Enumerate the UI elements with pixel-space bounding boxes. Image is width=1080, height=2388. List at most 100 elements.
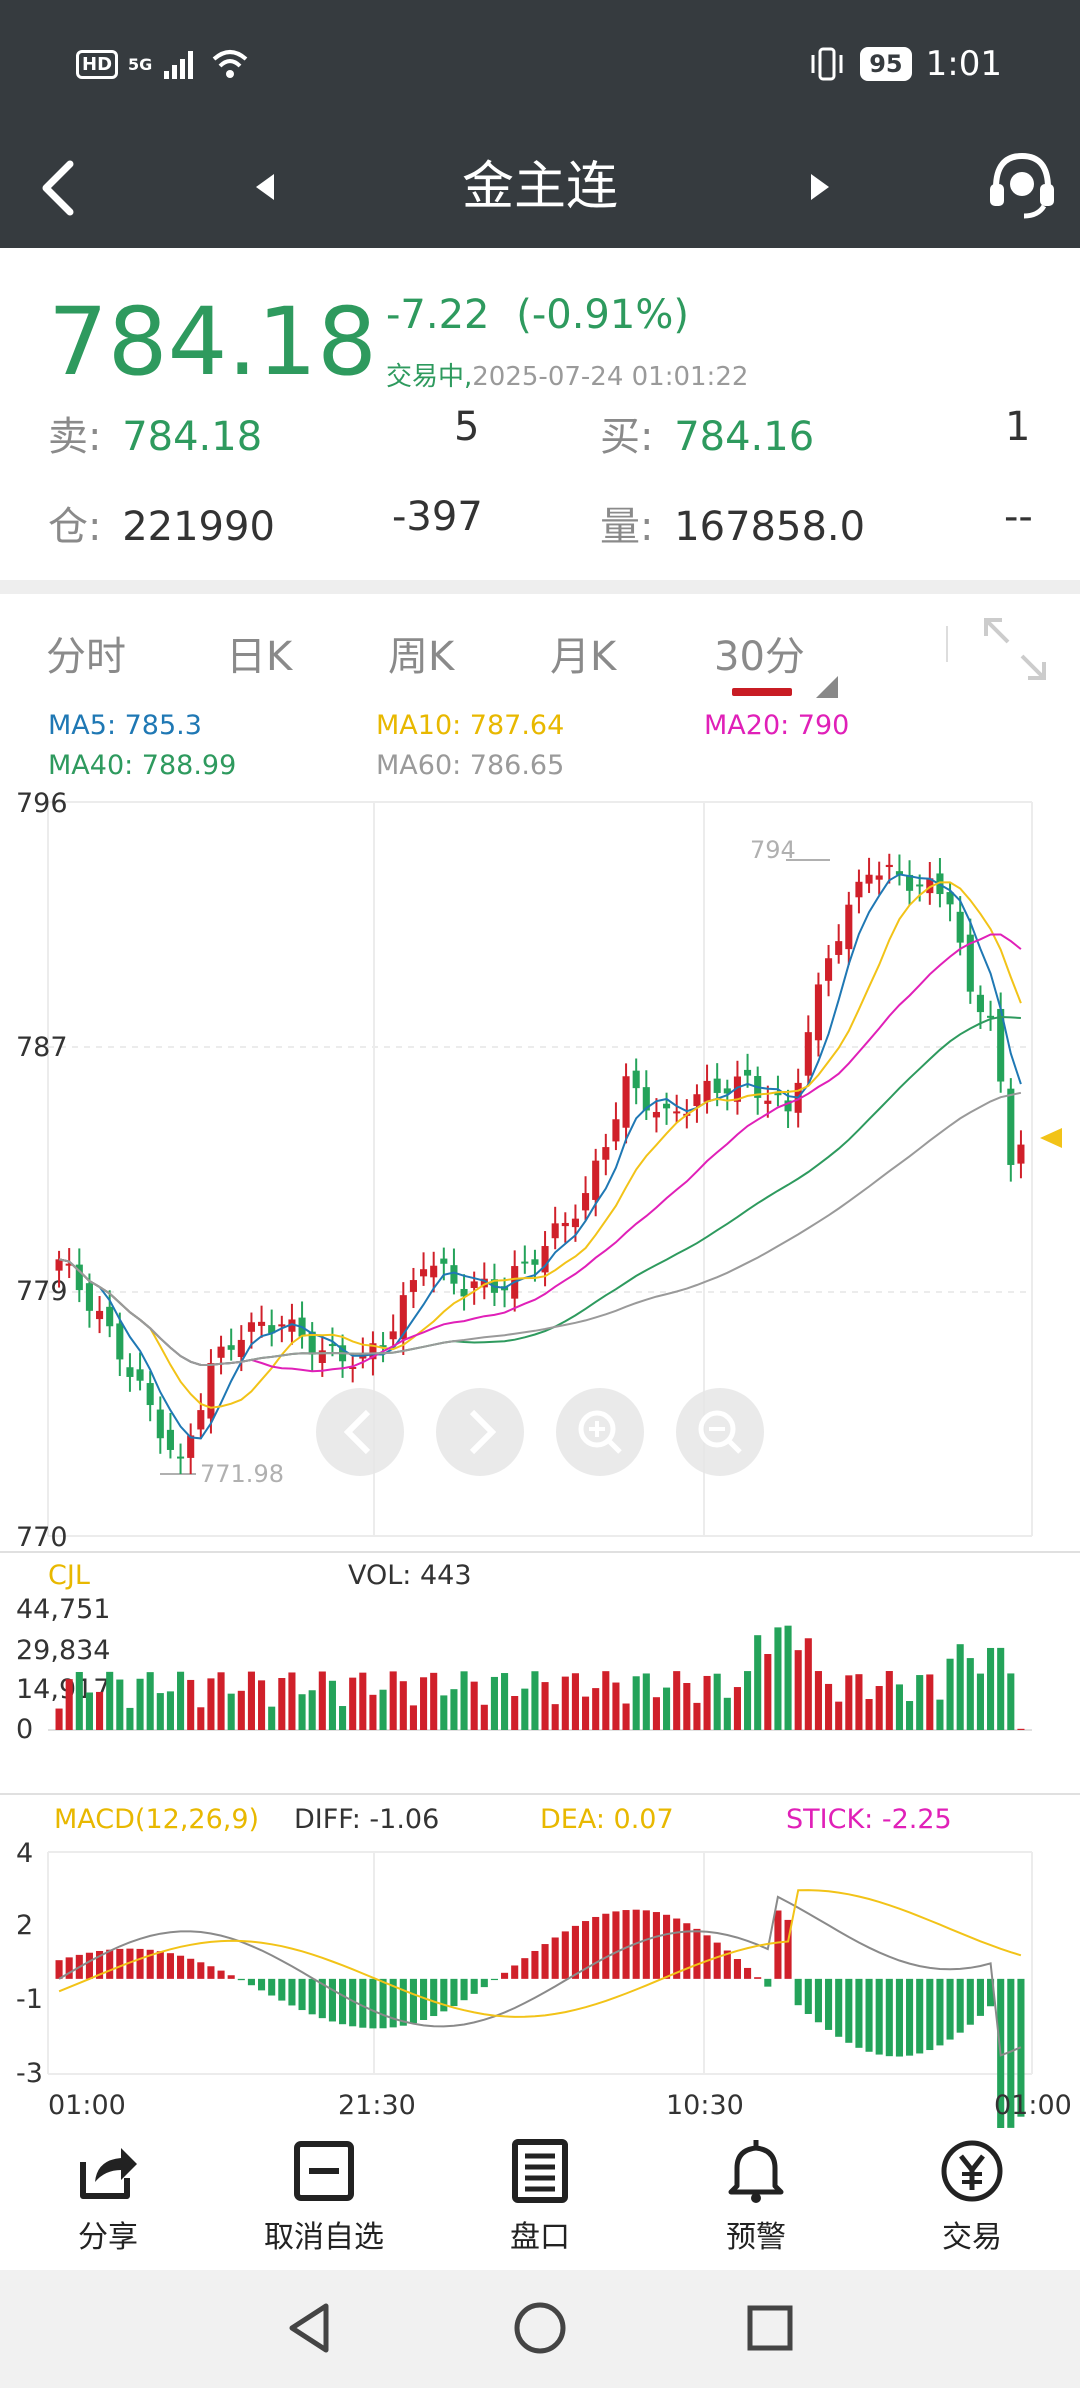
tab-divider bbox=[946, 626, 948, 662]
zoom-out-button[interactable] bbox=[676, 1388, 764, 1476]
remove-favorite-button[interactable]: 取消自选 bbox=[244, 2136, 404, 2256]
period-dropdown-icon[interactable] bbox=[816, 676, 838, 698]
prev-contract-icon[interactable] bbox=[240, 162, 290, 212]
volume-bar bbox=[571, 1673, 579, 1730]
volume-bar bbox=[673, 1671, 681, 1730]
remove-favorite-label: 取消自选 bbox=[264, 2220, 384, 2255]
volume-bar bbox=[875, 1686, 883, 1730]
macd-bar bbox=[723, 1950, 731, 1979]
macd-bar bbox=[602, 1913, 610, 1979]
macd-bar bbox=[956, 1978, 964, 2033]
volume-bar bbox=[55, 1708, 63, 1730]
zoom-in-button[interactable] bbox=[556, 1388, 644, 1476]
candle-body bbox=[723, 1088, 731, 1094]
trade-button[interactable]: 交易 bbox=[892, 2136, 1052, 2256]
x-label-end: 01:00 bbox=[994, 2090, 1072, 2121]
candle-body bbox=[379, 1345, 387, 1348]
kline-chart-area[interactable]: 796 787 779 770 794 771.98 bbox=[0, 0, 1080, 2128]
candle-body bbox=[926, 878, 934, 894]
macd-bar bbox=[804, 1978, 812, 2014]
tab-weekly-k[interactable]: 周K bbox=[388, 634, 455, 680]
candle-body bbox=[602, 1147, 610, 1160]
tab-monthly-k[interactable]: 月K bbox=[550, 634, 617, 680]
macd-bar bbox=[166, 1953, 174, 1979]
macd-bar bbox=[85, 1952, 93, 1979]
scroll-left-button[interactable] bbox=[316, 1388, 404, 1476]
system-back-icon[interactable] bbox=[280, 2298, 340, 2358]
alert-button[interactable]: 预警 bbox=[676, 2136, 836, 2256]
candle-body bbox=[865, 874, 873, 884]
volume-bar bbox=[278, 1678, 286, 1730]
candle-body bbox=[885, 864, 893, 868]
volume-bar bbox=[906, 1701, 914, 1730]
volume-bar bbox=[490, 1676, 498, 1730]
volume: 167858.0 bbox=[674, 504, 866, 550]
volume-bar bbox=[96, 1691, 104, 1730]
candle-body bbox=[804, 1032, 812, 1076]
customer-service-icon[interactable] bbox=[982, 144, 1062, 224]
x-label-start: 01:00 bbox=[48, 2090, 126, 2121]
scroll-right-button[interactable] bbox=[436, 1388, 524, 1476]
volume-bar bbox=[237, 1690, 245, 1730]
volume-bar bbox=[470, 1681, 478, 1730]
share-icon bbox=[80, 2148, 137, 2199]
macd-bar bbox=[663, 1914, 671, 1979]
macd-tick-4: 4 bbox=[16, 1838, 33, 1869]
macd-bar bbox=[237, 1978, 245, 1981]
macd-bar bbox=[582, 1921, 590, 1979]
candle-body bbox=[987, 1015, 995, 1018]
volume-bar bbox=[409, 1705, 417, 1730]
next-contract-icon[interactable] bbox=[795, 162, 845, 212]
volume-bar bbox=[349, 1677, 357, 1730]
candle-body bbox=[582, 1193, 590, 1211]
candle-body bbox=[835, 941, 843, 955]
clock: 1:01 bbox=[925, 44, 1002, 84]
tab-intraday[interactable]: 分时 bbox=[46, 634, 126, 680]
candle-body bbox=[126, 1367, 134, 1377]
volume-bar bbox=[703, 1675, 711, 1730]
candle-body bbox=[440, 1258, 448, 1264]
macd-bar bbox=[339, 1978, 347, 2025]
macd-bar bbox=[146, 1949, 154, 1979]
macd-diff: DIFF: -1.06 bbox=[294, 1804, 439, 1835]
ma5-legend: MA5: 785.3 bbox=[48, 710, 202, 741]
back-arrow-icon[interactable] bbox=[22, 148, 102, 228]
volume-bar bbox=[814, 1671, 822, 1730]
system-recents-icon[interactable] bbox=[740, 2298, 800, 2358]
candlesticks bbox=[55, 853, 1025, 1475]
macd-tick-m3: -3 bbox=[16, 2058, 43, 2089]
macd-bar bbox=[916, 1978, 924, 2054]
volume-bar bbox=[136, 1678, 144, 1730]
macd-bar bbox=[794, 1978, 802, 2006]
macd-bar bbox=[369, 1978, 377, 2029]
volume-bar bbox=[652, 1697, 660, 1730]
ma60-legend: MA60: 786.65 bbox=[376, 750, 565, 781]
yen-icon bbox=[941, 2140, 1003, 2202]
candle-body bbox=[784, 1100, 792, 1112]
volume-bar bbox=[754, 1635, 762, 1730]
candle-body bbox=[470, 1281, 478, 1288]
orderbook-button[interactable]: 盘口 bbox=[460, 2136, 620, 2256]
candle-body bbox=[430, 1265, 438, 1278]
macd-bar bbox=[450, 1978, 458, 2007]
tab-30min[interactable]: 30分 bbox=[714, 634, 805, 680]
candle-body bbox=[136, 1369, 144, 1381]
change-value: -7.22 bbox=[386, 292, 490, 338]
candle-body bbox=[399, 1295, 407, 1340]
candle-body bbox=[85, 1283, 93, 1311]
nav-bar: 金主连 bbox=[0, 126, 1080, 248]
candle-body bbox=[652, 1111, 660, 1118]
macd-bar bbox=[207, 1966, 215, 1979]
share-button[interactable]: 分享 bbox=[28, 2136, 188, 2256]
ma20-legend: MA20: 790 bbox=[704, 710, 850, 741]
bid-label: 买: bbox=[600, 414, 654, 460]
fullscreen-icon[interactable] bbox=[980, 614, 1050, 684]
volume-bar bbox=[75, 1671, 83, 1730]
tab-daily-k[interactable]: 日K bbox=[226, 634, 293, 680]
volume-bar bbox=[885, 1671, 893, 1730]
volume-bar bbox=[511, 1696, 519, 1730]
macd-bar bbox=[430, 1978, 438, 2017]
volume-bars bbox=[55, 1625, 1025, 1730]
candle-body bbox=[622, 1076, 630, 1128]
system-home-icon[interactable] bbox=[510, 2298, 570, 2358]
